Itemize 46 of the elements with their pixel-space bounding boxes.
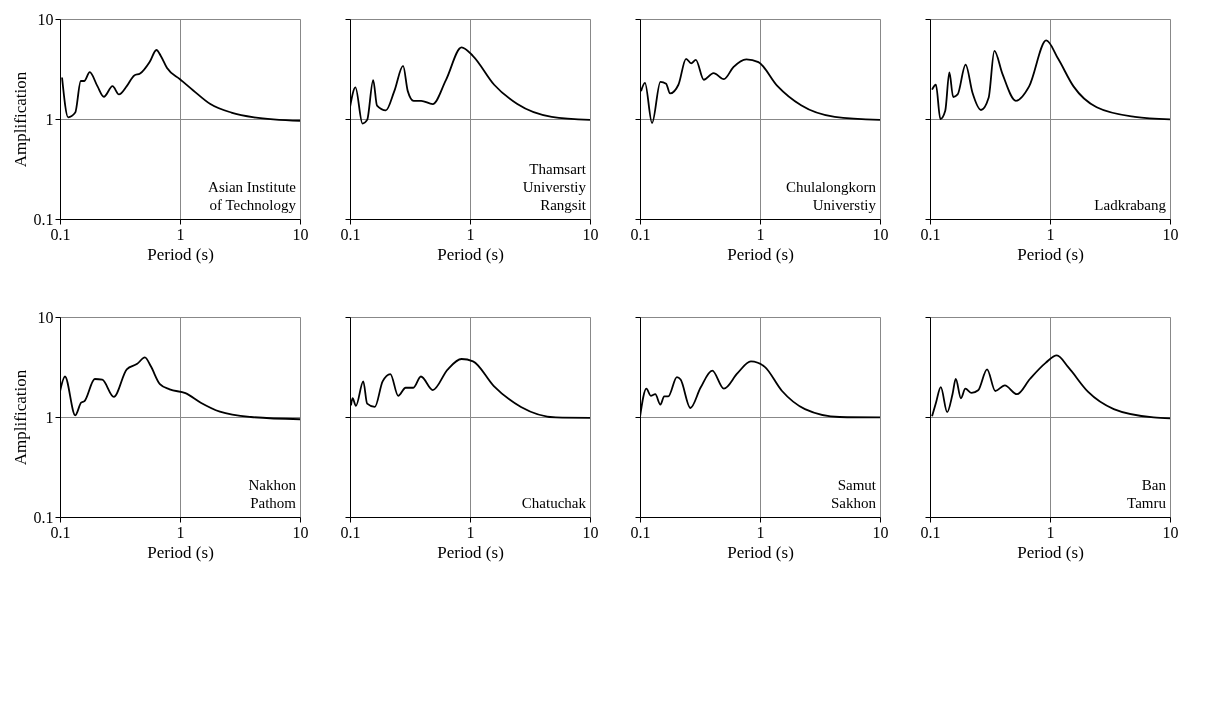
y-axis-title: Amplification [10,71,30,168]
x-tick-label: 0.1 [920,523,941,541]
x-tick-label: 1 [466,225,475,243]
annotation: Samut Sakhon [831,477,877,511]
x-axis-title: Period (s) [147,244,214,264]
y-tick-label: 1 [45,110,54,128]
x-tick-label: 1 [176,523,185,541]
x-tick-label: 0.1 [920,225,941,243]
x-tick-label: 1 [1046,523,1055,541]
x-tick-label: 10 [582,225,599,243]
x-axis-title: Period (s) [437,244,504,264]
x-axis-title: Period (s) [727,542,794,562]
y-tick-label: 0.1 [33,508,54,526]
x-tick-label: 1 [466,523,475,541]
x-tick-label: 10 [292,523,309,541]
annotation: Nakhon Pathom [248,477,297,511]
x-tick-label: 1 [756,225,765,243]
y-tick-label: 1 [45,408,54,426]
x-axis-title: Period (s) [147,542,214,562]
annotation: Thamsart Universtiy Rangsit [522,161,587,213]
x-tick-label: 0.1 [340,225,361,243]
x-axis-title: Period (s) [1017,542,1084,562]
annotation: Chatuchak [521,495,587,511]
x-axis-title: Period (s) [727,244,794,264]
x-tick-label: 1 [756,523,765,541]
y-tick-label: 10 [37,10,54,28]
x-tick-label: 1 [176,225,185,243]
annotation: Ban Tamru [1127,477,1167,511]
x-tick-label: 0.1 [630,523,651,541]
x-tick-label: 0.1 [340,523,361,541]
x-tick-label: 1 [1046,225,1055,243]
x-tick-label: 10 [872,225,889,243]
x-tick-label: 10 [1162,225,1179,243]
annotation: Chulalongkorn Universtiy [786,179,877,213]
x-tick-label: 10 [292,225,309,243]
annotation: Ladkrabang [1094,197,1167,213]
x-tick-label: 0.1 [630,225,651,243]
y-tick-label: 10 [37,308,54,326]
y-axis-title: Amplification [10,369,30,466]
annotation: Asian Institute of Technology [208,179,297,213]
x-axis-title: Period (s) [437,542,504,562]
x-tick-label: 10 [872,523,889,541]
x-tick-label: 10 [1162,523,1179,541]
x-tick-label: 10 [582,523,599,541]
y-tick-label: 0.1 [33,210,54,228]
x-axis-title: Period (s) [1017,244,1084,264]
